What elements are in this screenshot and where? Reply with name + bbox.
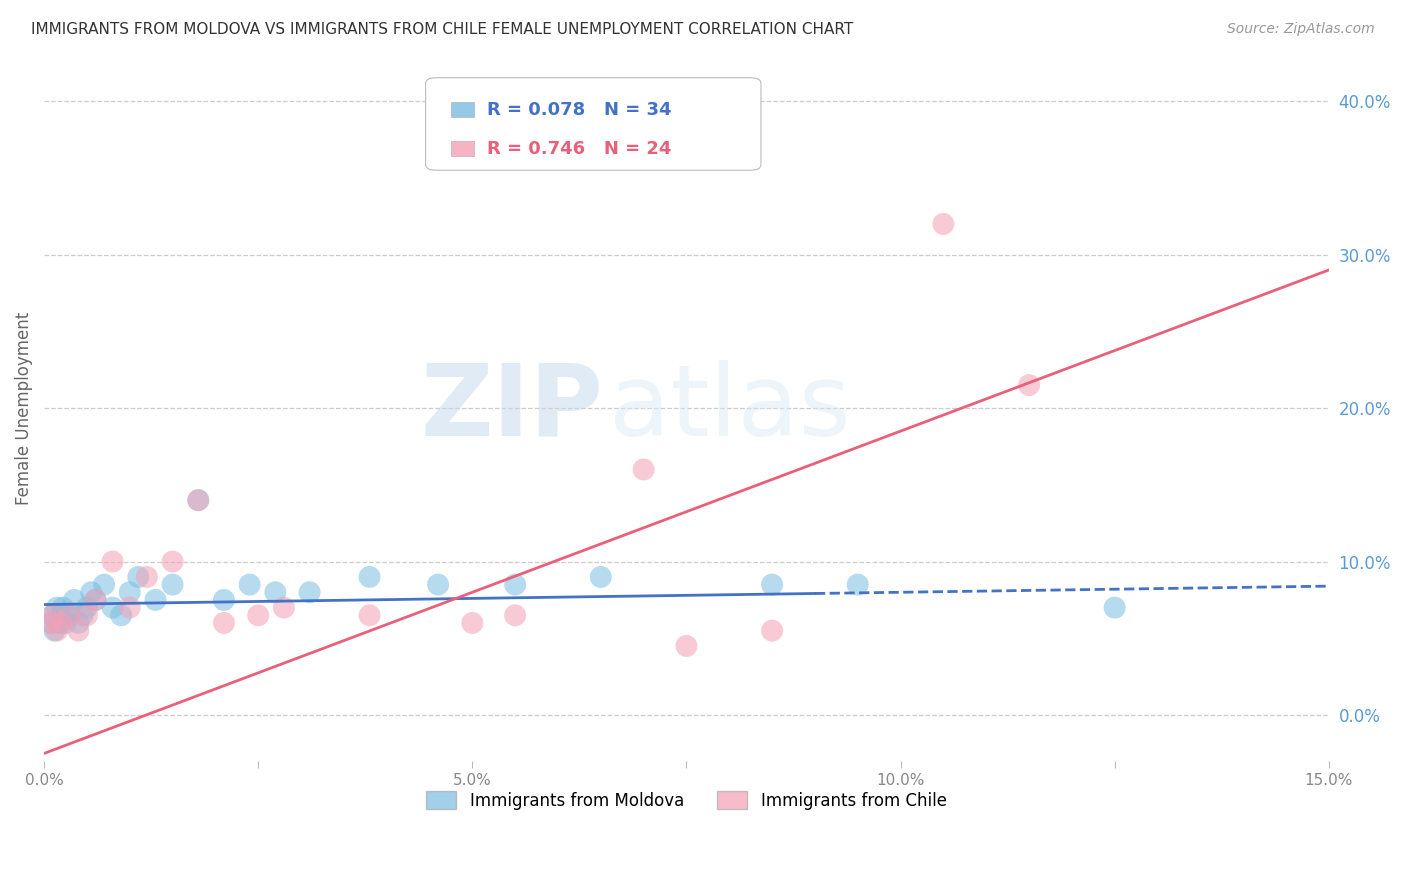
Point: [1104, 600, 1126, 615]
Point: [84, 593, 107, 607]
Point: [67, 624, 90, 638]
Point: [48, 615, 70, 630]
Point: [52, 600, 75, 615]
Point: [761, 577, 783, 591]
Point: [41, 608, 63, 623]
Point: [44, 624, 66, 638]
Point: [41, 608, 63, 623]
Point: [162, 577, 184, 591]
Point: [247, 608, 270, 623]
Point: [76, 608, 98, 623]
Point: [135, 570, 157, 584]
FancyBboxPatch shape: [426, 78, 761, 170]
Point: [63, 593, 86, 607]
Y-axis label: Female Unemployment: Female Unemployment: [15, 311, 32, 505]
Point: [80, 585, 103, 599]
Point: [76, 600, 98, 615]
Point: [46, 600, 69, 615]
Point: [273, 600, 295, 615]
Legend: Immigrants from Moldova, Immigrants from Chile: Immigrants from Moldova, Immigrants from…: [419, 785, 953, 816]
Point: [59, 608, 82, 623]
Point: [589, 570, 612, 584]
Text: R = 0.746   N = 24: R = 0.746 N = 24: [488, 140, 672, 158]
Text: atlas: atlas: [609, 359, 851, 457]
Point: [298, 585, 321, 599]
Point: [162, 555, 184, 569]
Point: [39, 615, 62, 630]
Point: [761, 624, 783, 638]
Point: [239, 577, 262, 591]
Point: [67, 615, 90, 630]
Text: ZIP: ZIP: [420, 359, 603, 457]
Point: [110, 608, 132, 623]
Point: [187, 493, 209, 508]
Point: [118, 600, 141, 615]
Point: [39, 615, 62, 630]
Point: [359, 570, 381, 584]
Point: [93, 577, 115, 591]
Text: IMMIGRANTS FROM MOLDOVA VS IMMIGRANTS FROM CHILE FEMALE UNEMPLOYMENT CORRELATION: IMMIGRANTS FROM MOLDOVA VS IMMIGRANTS FR…: [31, 22, 853, 37]
Point: [51, 608, 73, 623]
Point: [187, 493, 209, 508]
Point: [846, 577, 869, 591]
Point: [72, 608, 94, 623]
FancyBboxPatch shape: [451, 141, 474, 156]
Text: R = 0.078   N = 34: R = 0.078 N = 34: [488, 101, 672, 119]
Point: [427, 577, 450, 591]
Point: [503, 577, 526, 591]
Point: [633, 462, 655, 476]
Text: Source: ZipAtlas.com: Source: ZipAtlas.com: [1227, 22, 1375, 37]
Point: [84, 593, 107, 607]
Point: [264, 585, 287, 599]
Point: [503, 608, 526, 623]
Point: [59, 608, 82, 623]
Point: [101, 555, 124, 569]
Point: [932, 217, 955, 231]
FancyBboxPatch shape: [451, 103, 474, 118]
Point: [1018, 378, 1040, 392]
Point: [212, 615, 235, 630]
Point: [212, 593, 235, 607]
Point: [46, 624, 69, 638]
Point: [51, 615, 73, 630]
Point: [359, 608, 381, 623]
Point: [101, 600, 124, 615]
Point: [118, 585, 141, 599]
Point: [461, 615, 484, 630]
Point: [55, 615, 77, 630]
Point: [675, 639, 697, 653]
Point: [127, 570, 149, 584]
Point: [145, 593, 167, 607]
